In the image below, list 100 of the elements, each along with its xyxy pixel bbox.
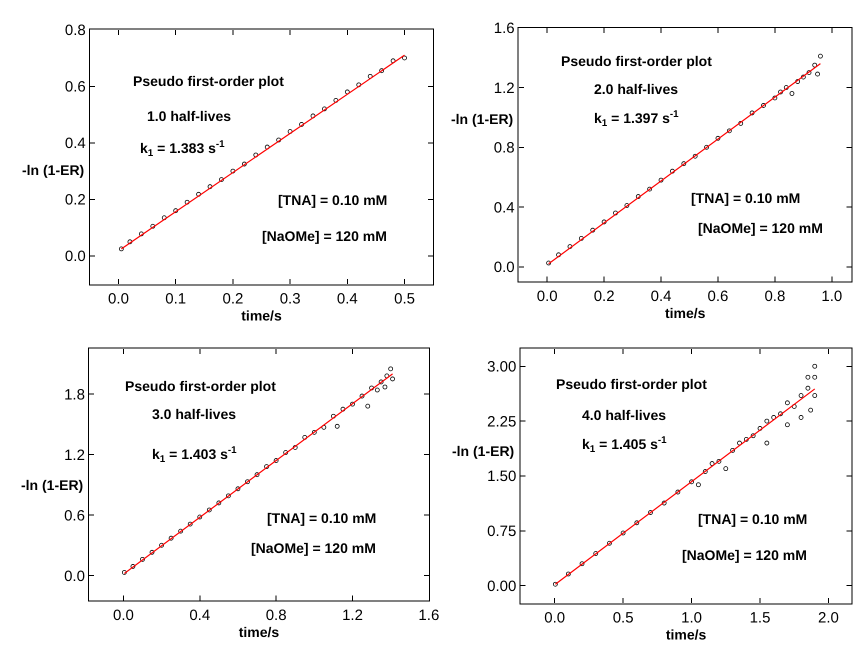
y-axis-title: -ln (1-ER): [22, 162, 84, 178]
point: [310, 114, 316, 118]
point: [276, 138, 282, 142]
point: [334, 424, 340, 429]
point: [138, 232, 144, 236]
point: [636, 194, 641, 199]
point: [253, 152, 258, 158]
point: [812, 364, 818, 369]
annotation: k$_{1}$ = 1.403 s$^{-1}$: [152, 445, 238, 465]
annotation: [NaOMe] = 120 mM: [682, 547, 807, 563]
point: [593, 551, 598, 556]
x-tick-label: 0.5: [394, 290, 415, 308]
point: [812, 374, 818, 380]
point: [322, 106, 327, 112]
annotation: Pseudo first-order plot: [561, 53, 712, 69]
point: [704, 144, 709, 150]
x-tick-label: 0.8: [764, 288, 786, 305]
y-tick-label: 1.50: [487, 468, 516, 486]
point: [219, 177, 224, 182]
point: [206, 508, 212, 512]
point: [702, 469, 708, 474]
point: [613, 210, 618, 216]
y-tick-label: 0.2: [64, 192, 86, 209]
point: [696, 482, 701, 488]
point: [737, 440, 742, 446]
x-tick-label: 0.0: [536, 288, 558, 305]
y-tick-label: 0.75: [487, 523, 516, 540]
point: [140, 556, 145, 562]
x-tick-label: 0.2: [594, 288, 615, 305]
point: [812, 393, 818, 398]
point: [128, 239, 132, 244]
point: [388, 366, 394, 372]
point: [230, 168, 236, 174]
annotation: [TNA] = 0.10 mM: [278, 192, 388, 208]
point: [288, 129, 293, 134]
point: [299, 122, 304, 127]
point: [689, 479, 694, 484]
point: [723, 466, 728, 472]
point: [806, 70, 812, 75]
x-tick-label: 0.2: [222, 290, 244, 308]
x-tick-label: 0.6: [708, 288, 728, 305]
y-axis-title: -ln (1-ER): [451, 111, 514, 127]
point: [344, 90, 350, 94]
point: [178, 528, 184, 534]
x-tick-label: 0.5: [612, 609, 634, 626]
point: [379, 68, 384, 74]
point: [242, 162, 247, 166]
point: [778, 90, 783, 94]
x-tick-label: 2.0: [818, 609, 839, 626]
x-tick-label: 0.3: [280, 290, 301, 308]
point: [264, 464, 269, 470]
x-tick-label: 0.4: [336, 290, 358, 308]
annotation: Pseudo first-order plot: [125, 378, 276, 394]
point: [798, 393, 804, 398]
point: [818, 54, 823, 59]
point: [350, 402, 355, 407]
point: [744, 437, 749, 442]
point: [390, 58, 396, 64]
point: [197, 514, 202, 520]
point: [784, 422, 790, 428]
point: [150, 550, 154, 555]
point: [620, 530, 626, 536]
x-axis-title: time/s: [238, 624, 280, 640]
annotation: [TNA] = 0.10 mM: [691, 190, 800, 206]
point: [795, 79, 800, 84]
y-tick-label: 0.6: [64, 507, 85, 524]
point: [356, 82, 362, 88]
point: [607, 540, 612, 546]
annotation: 3.0 half-lives: [152, 406, 236, 422]
point: [806, 374, 810, 380]
annotation: 1.0 half-lives: [147, 108, 232, 124]
annotation: k$_{1}$ = 1.383 s$^{-1}$: [140, 139, 226, 159]
point: [130, 564, 136, 569]
point: [302, 435, 308, 440]
point: [647, 186, 652, 192]
point: [184, 200, 190, 205]
y-tick-label: 1.2: [64, 446, 85, 464]
point: [173, 208, 178, 214]
y-axis-title: -ln (1-ER): [452, 443, 514, 459]
annotation: [NaOMe] = 120 mM: [698, 220, 823, 236]
point: [236, 486, 240, 492]
y-tick-label: 0.8: [64, 22, 86, 39]
point: [662, 500, 667, 506]
point: [245, 479, 250, 484]
point: [390, 376, 395, 382]
point: [556, 252, 561, 258]
point: [761, 103, 766, 108]
x-tick-label: 0.1: [165, 290, 186, 308]
y-tick-label: 2.25: [487, 413, 516, 430]
annotation: Pseudo first-order plot: [133, 73, 284, 89]
point: [750, 110, 755, 116]
x-axis-title: time/s: [664, 305, 706, 322]
y-tick-label: 0.4: [494, 199, 515, 216]
point: [196, 192, 201, 197]
point: [790, 91, 794, 96]
x-tick-label: 0.0: [112, 606, 134, 624]
x-tick-label: 0.0: [544, 609, 566, 626]
point: [800, 74, 806, 80]
point: [792, 404, 797, 409]
x-tick-label: 0.4: [189, 606, 210, 624]
